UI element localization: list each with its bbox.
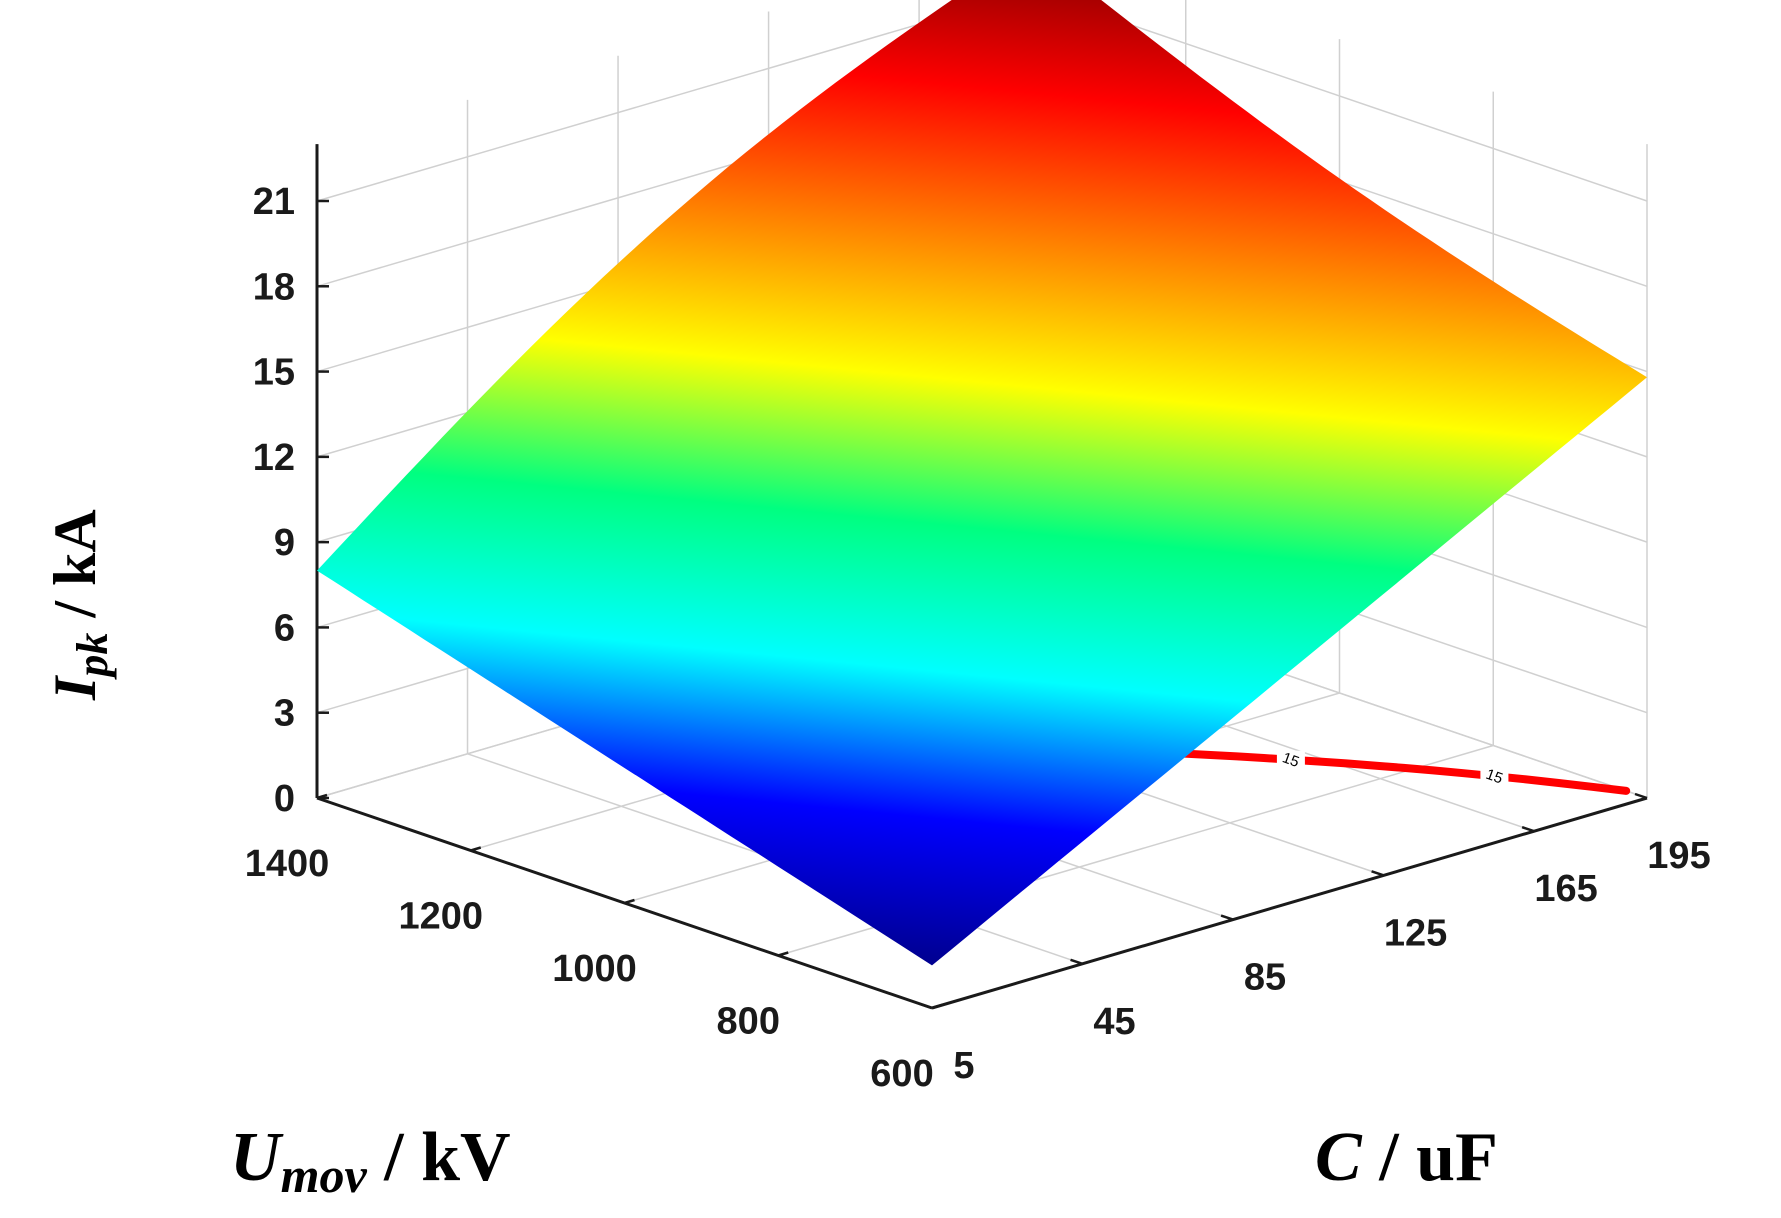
- u-tick-mark: [777, 951, 789, 957]
- u-tick-mark: [624, 898, 635, 905]
- u-tick-mark: [470, 846, 482, 852]
- z-axis-label: Ipk / kA: [42, 509, 117, 701]
- u-tick-label: 600: [870, 1053, 933, 1095]
- c-tick-label: 195: [1647, 835, 1710, 877]
- c-tick-label: 5: [953, 1045, 974, 1087]
- surface: [317, 0, 1647, 966]
- c-tick-mark: [1521, 825, 1535, 833]
- u-tick-mark: [931, 1003, 943, 1010]
- contour-label: 15: [1483, 766, 1504, 788]
- c-tick-mark: [919, 1002, 933, 1010]
- tick-labels: 0 3 6 9 12 15 18 21 1400 1200 1000 800 600 5 45 85 125 16…: [245, 181, 1711, 1095]
- c-tick-label: 165: [1534, 868, 1597, 910]
- u-tick-label: 800: [717, 1001, 780, 1043]
- c-tick-label: 45: [1093, 1001, 1135, 1043]
- c-tick-mark: [1371, 870, 1384, 877]
- u-tick-mark: [316, 793, 328, 800]
- grid-line: [316, 0, 1005, 202]
- z-tick-label: 21: [253, 181, 295, 223]
- z-tick-label: 6: [274, 607, 295, 649]
- contour-label: 15: [1280, 749, 1301, 771]
- y-axis-label: C / uF: [1315, 1119, 1498, 1196]
- z-tick-label: 18: [253, 266, 295, 308]
- u-tick-label: 1400: [245, 843, 330, 885]
- surface-patch: [317, 0, 1647, 966]
- z-tick-label: 0: [274, 778, 295, 820]
- c-tick-label: 85: [1244, 957, 1286, 999]
- u-tick-label: 1200: [398, 896, 483, 938]
- contour-label-bg: [1480, 767, 1509, 786]
- u-tick-label: 1000: [552, 948, 637, 990]
- contour-label-bg: [1276, 750, 1305, 769]
- c-tick-label: 125: [1384, 912, 1447, 954]
- x-axis-label: Umov / kV: [230, 1119, 511, 1203]
- c-tick-mark: [1070, 958, 1083, 965]
- c-tick-mark: [1220, 914, 1234, 921]
- z-tick-label: 9: [274, 522, 295, 564]
- c-axis-line: [931, 796, 1648, 1010]
- z-tick-label: 15: [253, 352, 295, 394]
- c-tick-mark: [1634, 792, 1648, 800]
- z-tick-label: 12: [253, 437, 295, 479]
- z-tick-label: 3: [274, 693, 295, 735]
